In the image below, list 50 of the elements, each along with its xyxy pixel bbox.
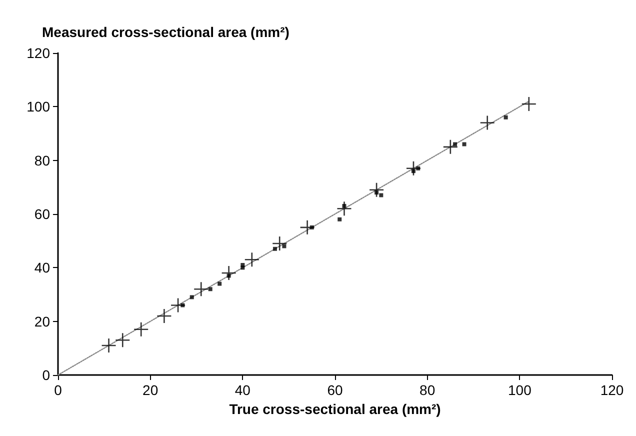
point: [442, 139, 458, 155]
point: [170, 298, 186, 313]
y-axis-title: Measured cross-sectional area (mm²): [42, 24, 290, 40]
point: [208, 287, 212, 292]
point: [416, 166, 420, 170]
y-tick-label: 80: [34, 152, 50, 168]
point: [272, 246, 277, 251]
point: [221, 265, 236, 281]
point: [453, 142, 458, 146]
x-tick-label: 20: [142, 382, 158, 398]
y-tick-label: 0: [42, 367, 50, 383]
x-tick-label: 80: [420, 382, 436, 398]
point: [193, 281, 209, 297]
point: [114, 332, 130, 348]
point: [411, 169, 416, 174]
point: [480, 115, 495, 130]
y-tick-label: 20: [34, 313, 50, 330]
point: [310, 225, 314, 230]
point: [368, 182, 384, 198]
x-tick-label: 0: [54, 382, 62, 398]
y-tick-label: 40: [34, 260, 50, 276]
point: [244, 252, 260, 268]
point: [379, 193, 384, 198]
point: [300, 220, 315, 236]
y-tick-label: 120: [26, 45, 50, 61]
point: [374, 190, 379, 195]
point: [133, 322, 149, 338]
point: [226, 274, 231, 278]
x-tick-label: 120: [600, 382, 624, 398]
x-tick-label: 40: [234, 382, 251, 398]
point: [462, 142, 466, 146]
point: [342, 204, 346, 208]
point: [504, 115, 508, 120]
point: [336, 200, 352, 216]
x-tick-label: 60: [327, 382, 343, 398]
point: [180, 303, 185, 308]
x-axis-title: True cross-sectional area (mm²): [229, 400, 441, 417]
point: [521, 96, 537, 112]
x-tick-label: 100: [508, 382, 532, 398]
point: [240, 262, 245, 267]
point: [272, 236, 288, 252]
point: [406, 160, 422, 176]
point: [101, 338, 116, 354]
point: [282, 244, 286, 248]
point: [218, 282, 222, 286]
point: [190, 295, 194, 300]
point: [156, 308, 172, 324]
y-tick-label: 100: [26, 98, 50, 115]
y-tick-label: 60: [34, 206, 50, 222]
point: [338, 217, 342, 222]
